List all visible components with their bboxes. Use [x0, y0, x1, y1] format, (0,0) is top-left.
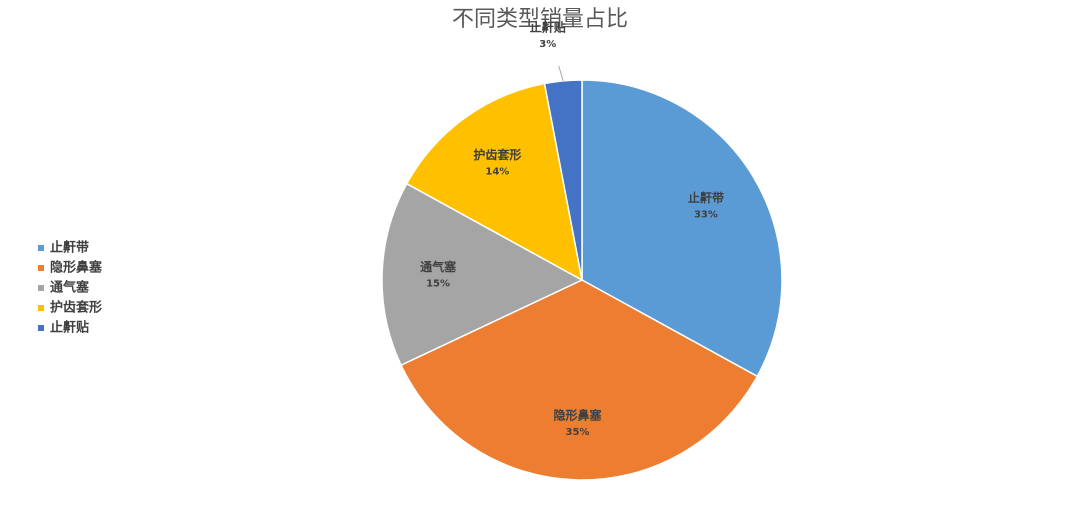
data-label-value: 15% [426, 278, 450, 289]
legend-label: 隐形鼻塞 [50, 260, 103, 276]
legend-label: 止鼾带 [50, 240, 89, 256]
leader-line [558, 65, 564, 82]
pie-slice [381, 182, 584, 367]
data-label-value: 3% [539, 39, 556, 50]
chart-title: 不同类型销量占比 [452, 7, 628, 32]
data-label: 护齿套形 [473, 147, 521, 162]
data-label: 止鼾带 [688, 190, 724, 205]
legend-swatch [38, 245, 44, 251]
legend-swatch [38, 285, 44, 291]
legend-label: 止鼾贴 [50, 320, 89, 336]
pie-slice [400, 279, 759, 481]
data-label-value: 14% [485, 167, 509, 178]
legend-swatch [38, 325, 44, 331]
pie-slice [581, 79, 783, 378]
pie-slice [543, 79, 583, 281]
legend-label: 护齿套形 [50, 300, 102, 316]
data-label: 止鼾贴 [530, 19, 566, 34]
pie-slice [405, 82, 584, 282]
legend-label: 通气塞 [50, 280, 90, 296]
data-label-value: 35% [566, 427, 590, 438]
data-label-value: 33% [694, 210, 718, 221]
legend-swatch [38, 265, 44, 271]
legend-swatch [38, 305, 44, 311]
data-label: 通气塞 [420, 259, 457, 274]
data-label: 隐形鼻塞 [553, 407, 602, 422]
